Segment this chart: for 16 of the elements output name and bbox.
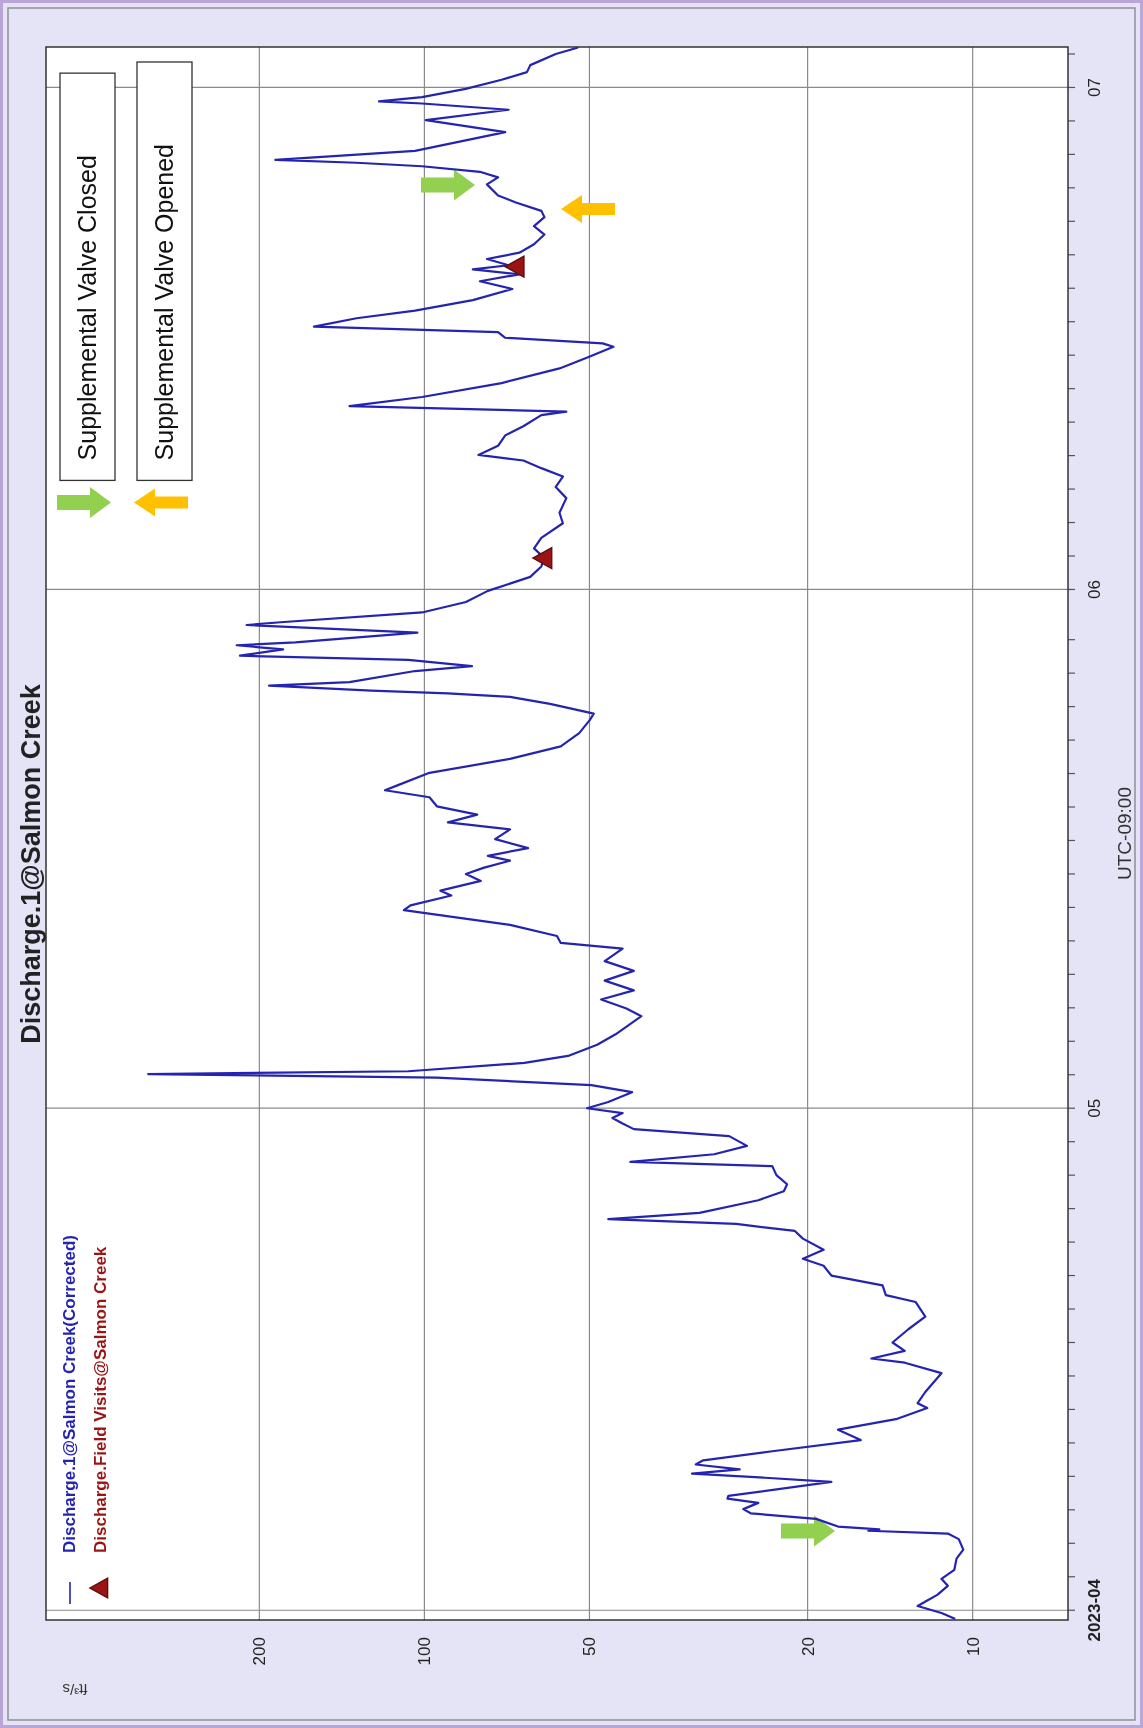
annotation: Supplemental Valve Closed bbox=[73, 155, 101, 461]
x-tick-label: 10 bbox=[963, 1637, 983, 1656]
text: Discharge.Field Visits@Salmon Creek bbox=[91, 1246, 110, 1553]
y-tick-label: 05 bbox=[1085, 1098, 1104, 1118]
annotation: Supplemental Valve Opened bbox=[150, 144, 178, 461]
y-tick-label: 2023-04 bbox=[1085, 1578, 1104, 1642]
y-tick-label: 06 bbox=[1085, 580, 1104, 599]
x-tick-label: 50 bbox=[580, 1637, 600, 1656]
x-tick-label: 200 bbox=[250, 1637, 270, 1666]
y-tick-label: 07 bbox=[1085, 77, 1104, 97]
y-axis-title: UTC-09:00 bbox=[1114, 787, 1135, 880]
x-tick-label: 20 bbox=[798, 1637, 818, 1656]
text: Discharge.1@Salmon Creek(Corrected) bbox=[60, 1235, 79, 1553]
x-axis-title: ft³/s bbox=[62, 1681, 88, 1698]
x-tick-label: 100 bbox=[415, 1637, 435, 1666]
text: Discharge.1@Salmon Creek bbox=[16, 683, 46, 1044]
